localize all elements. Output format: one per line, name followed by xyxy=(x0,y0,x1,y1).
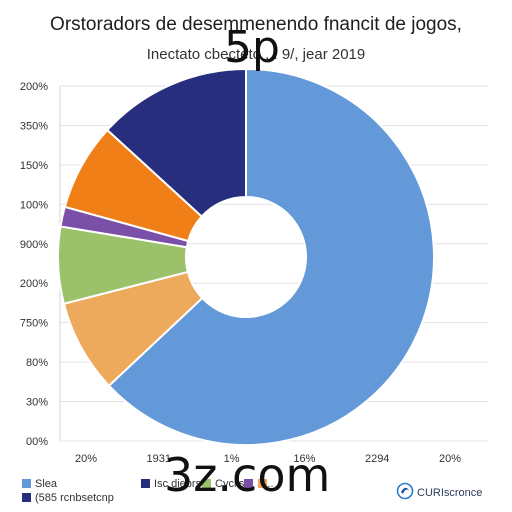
y-tick-label: 80% xyxy=(26,357,48,369)
x-tick-label: 2294 xyxy=(365,453,389,465)
swirl-logo-icon xyxy=(396,482,414,505)
legend-label: (585 rcnbsetcnp xyxy=(35,492,114,504)
x-tick-label: 20% xyxy=(439,453,461,465)
legend-swatch xyxy=(244,479,253,488)
x-tick-label: 1931 xyxy=(147,453,171,465)
y-tick-label: 900% xyxy=(20,239,48,251)
overlay-mark-bottom: 3z.com xyxy=(164,448,331,502)
x-tick-label: 16% xyxy=(293,453,315,465)
brand-logo: CURIscronce xyxy=(396,482,508,505)
chart-subtitle: Inectato cbecteto ... 9/, jear 2019 xyxy=(146,46,366,63)
donut-slices xyxy=(57,67,435,446)
donut-slice-5 xyxy=(105,67,247,218)
legend-label: Slea xyxy=(35,478,58,490)
legend-swatch xyxy=(22,493,31,502)
brand-name: CURIscronce xyxy=(417,487,483,499)
y-tick-label: 200% xyxy=(20,81,48,93)
legend-swatch xyxy=(22,479,31,488)
x-axis-ticks: 20% 1931 1% 16% 2294 20% xyxy=(75,453,461,465)
y-tick-label: 750% xyxy=(20,318,48,330)
y-tick-label: 200% xyxy=(20,278,48,290)
chart-title: Orstoradors de desemmenendo fnancit de j… xyxy=(50,14,462,35)
y-tick-label: 30% xyxy=(26,397,48,409)
legend-label: Isc diebrs xyxy=(154,478,202,490)
x-tick-label: 1% xyxy=(224,453,240,465)
x-tick-label: 20% xyxy=(75,453,97,465)
legend-swatch xyxy=(258,479,267,488)
y-axis-ticks: 200% 350% 150% 100% 900% 200% 750% 80% 30% 00% xyxy=(20,81,48,448)
donut-slice-0 xyxy=(107,67,435,446)
y-tick-label: 150% xyxy=(20,160,48,172)
y-tick-label: 350% xyxy=(20,120,48,132)
legend-swatch xyxy=(141,479,150,488)
overlay-mark-top: 5p xyxy=(224,22,280,73)
y-tick-label: 00% xyxy=(26,436,48,448)
legend-label: Cycliss xyxy=(215,478,250,490)
legend-swatch xyxy=(202,479,211,488)
y-tick-label: 100% xyxy=(20,199,48,211)
